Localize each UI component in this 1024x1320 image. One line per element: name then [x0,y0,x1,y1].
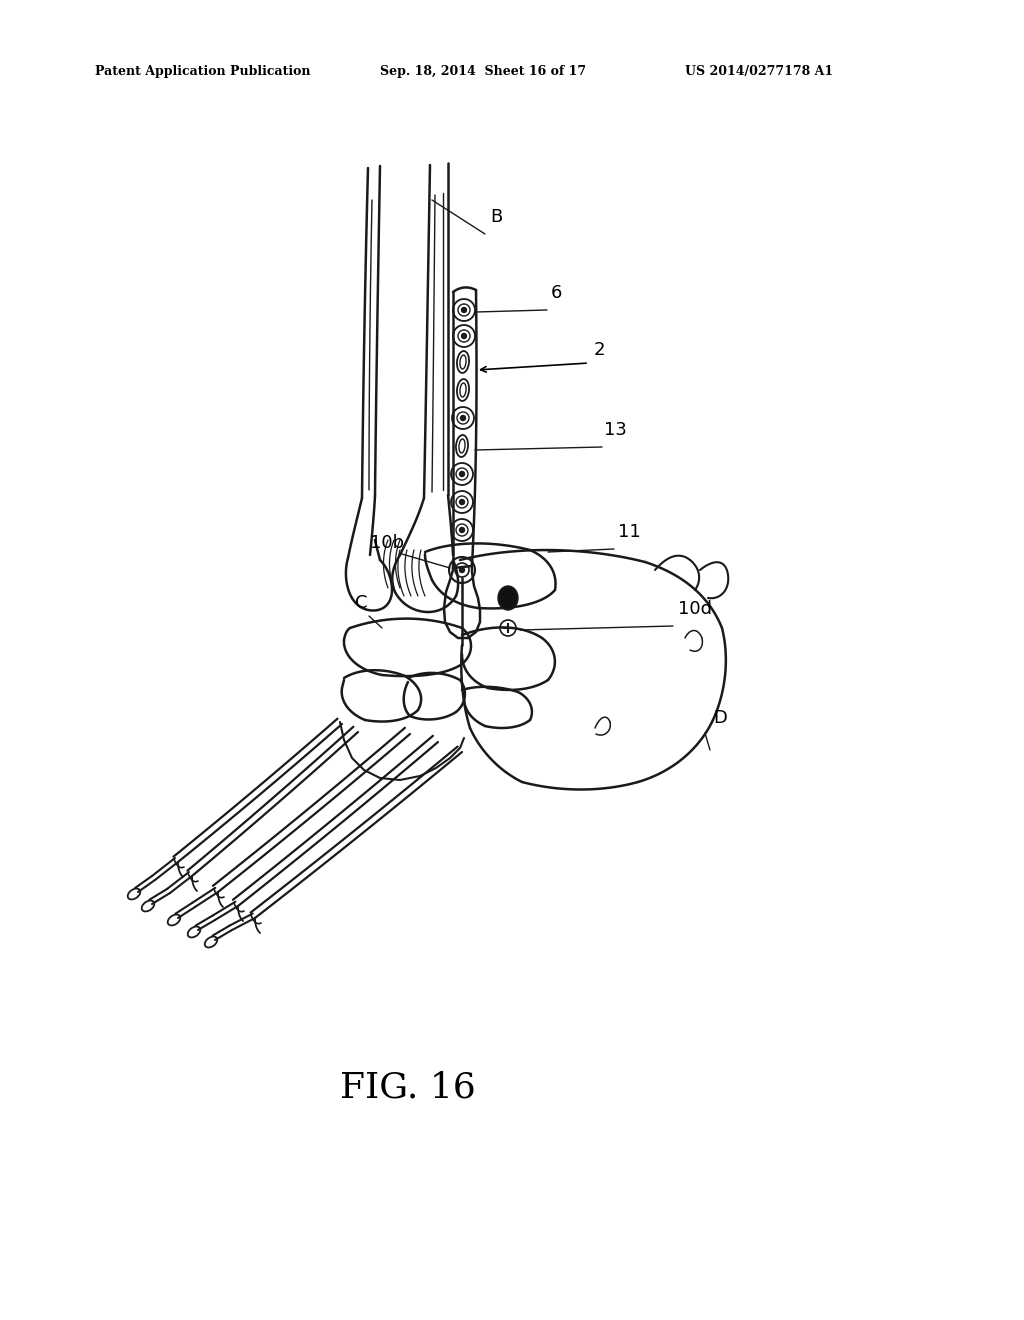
Text: Patent Application Publication: Patent Application Publication [95,66,310,78]
Text: Sep. 18, 2014  Sheet 16 of 17: Sep. 18, 2014 Sheet 16 of 17 [380,66,586,78]
Circle shape [462,308,467,313]
Text: 11: 11 [618,523,641,541]
Text: FIG. 16: FIG. 16 [340,1071,476,1105]
Text: D: D [713,709,727,727]
Ellipse shape [498,586,518,610]
Text: C: C [355,594,368,612]
Text: 2: 2 [594,341,605,359]
Text: 6: 6 [551,284,562,302]
Text: 10b: 10b [370,535,404,552]
Circle shape [460,528,465,532]
Circle shape [461,416,466,421]
Circle shape [460,568,465,573]
Text: 13: 13 [604,421,627,440]
Text: US 2014/0277178 A1: US 2014/0277178 A1 [685,66,834,78]
Text: B: B [490,209,502,226]
Text: 10d: 10d [678,601,712,618]
Circle shape [462,334,467,338]
Circle shape [460,471,465,477]
Circle shape [460,499,465,504]
